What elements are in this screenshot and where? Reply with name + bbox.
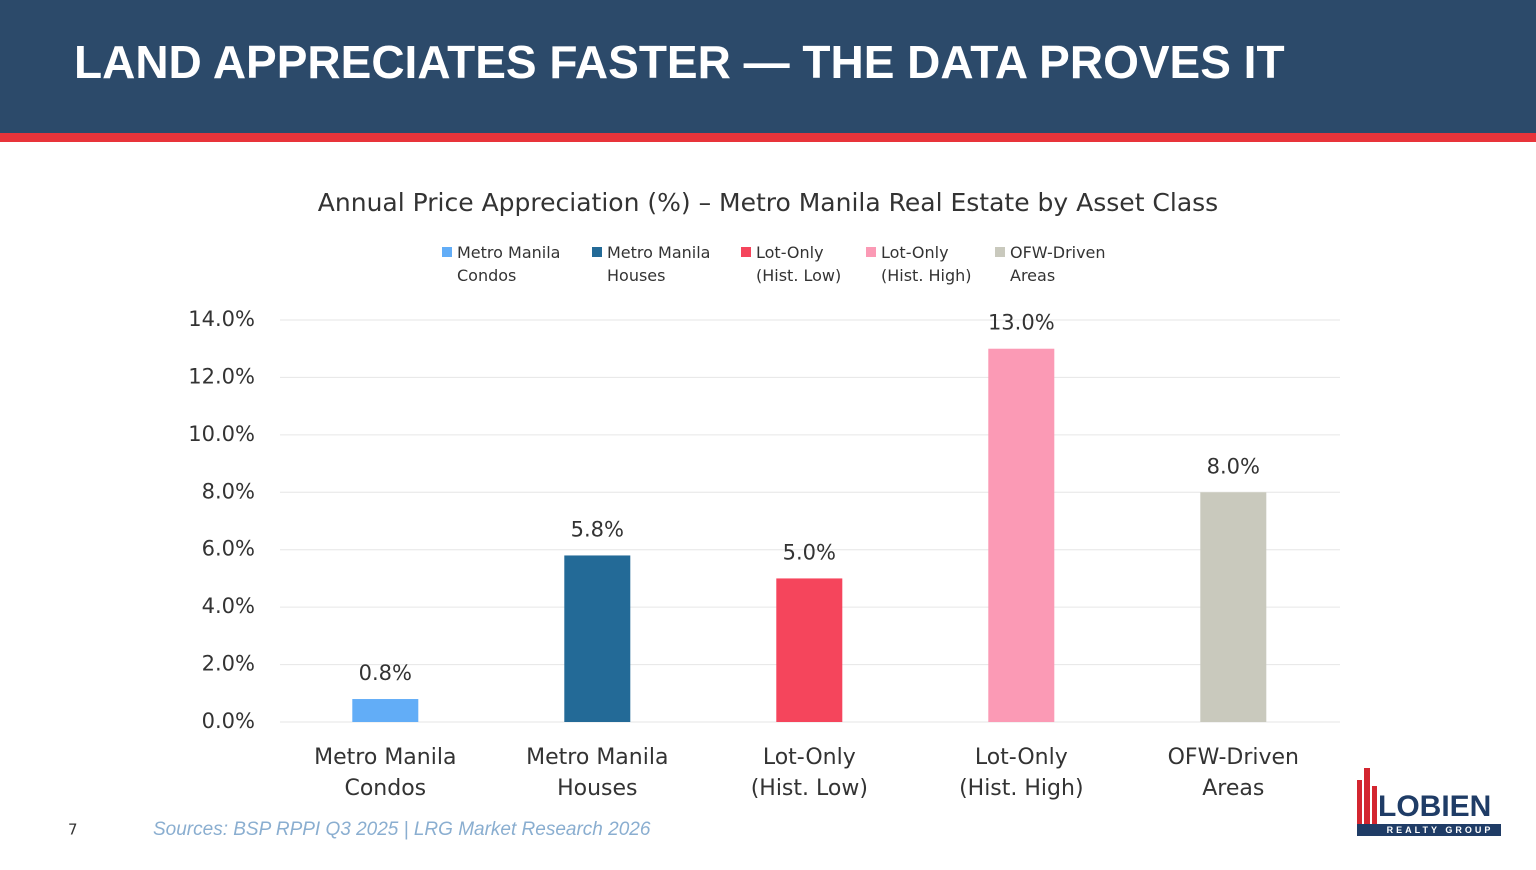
- x-tick-label: OFW-Driven Areas: [1168, 745, 1299, 801]
- slide-title: LAND APPRECIATES FASTER — THE DATA PROVE…: [74, 36, 1285, 88]
- logo: LOBIEN REALTY GROUP: [1357, 768, 1501, 836]
- logo-text: LOBIEN: [1378, 790, 1491, 823]
- legend-label: Lot-Only (Hist. High): [881, 243, 972, 285]
- legend-swatch: [442, 247, 452, 257]
- value-label: 5.0%: [783, 540, 836, 564]
- logo-bar: [1364, 768, 1370, 836]
- value-label: 8.0%: [1207, 454, 1260, 478]
- bar: [564, 555, 631, 722]
- legend-label: OFW-Driven Areas: [1010, 243, 1106, 285]
- page-number: 7: [68, 821, 78, 839]
- y-tick-label: 2.0%: [202, 652, 255, 676]
- y-tick-label: 4.0%: [202, 594, 255, 618]
- x-tick-label: Lot-Only (Hist. Low): [751, 745, 868, 801]
- y-tick-label: 0.0%: [202, 709, 255, 733]
- value-label: 0.8%: [359, 661, 412, 685]
- logo-bar: [1372, 786, 1377, 836]
- y-tick-label: 6.0%: [202, 537, 255, 561]
- x-tick-label: Metro Manila Houses: [526, 745, 668, 801]
- bar: [988, 348, 1055, 722]
- x-tick-label: Lot-Only (Hist. High): [959, 745, 1083, 801]
- header-stripe: [0, 133, 1536, 142]
- x-tick-label: Metro Manila Condos: [314, 745, 456, 801]
- chart-title: Annual Price Appreciation (%) – Metro Ma…: [318, 188, 1218, 217]
- bar: [776, 578, 843, 722]
- legend-label: Metro Manila Houses: [607, 243, 710, 285]
- header-bar: [0, 0, 1536, 133]
- bar: [352, 699, 419, 722]
- legend-swatch: [741, 247, 751, 257]
- legend-swatch: [866, 247, 876, 257]
- legend-label: Metro Manila Condos: [457, 243, 560, 285]
- value-label: 5.8%: [571, 517, 624, 541]
- bar: [1200, 492, 1267, 722]
- legend-swatch: [592, 247, 602, 257]
- y-tick-label: 10.0%: [188, 422, 255, 446]
- logo-bar: [1357, 780, 1362, 836]
- y-tick-label: 14.0%: [188, 307, 255, 331]
- logo-sub: REALTY GROUP: [1387, 825, 1494, 835]
- y-tick-label: 8.0%: [202, 479, 255, 503]
- legend-label: Lot-Only (Hist. Low): [756, 243, 841, 285]
- legend-swatch: [995, 247, 1005, 257]
- sources: Sources: BSP RPPI Q3 2025 | LRG Market R…: [153, 819, 651, 840]
- y-tick-label: 12.0%: [188, 364, 255, 388]
- logo-band: [1357, 824, 1501, 836]
- value-label: 13.0%: [988, 311, 1055, 335]
